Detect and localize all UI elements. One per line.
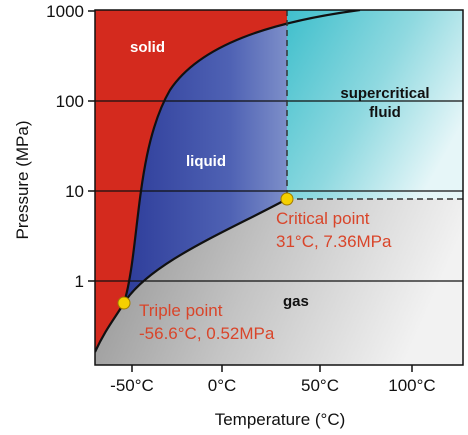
x-tick-label-100: 100°C: [388, 376, 435, 395]
liquid-region: [124, 10, 360, 303]
y-tick-label-10: 10: [65, 182, 84, 201]
vaporization-curve: [123, 198, 288, 304]
liquid-label: liquid: [186, 153, 226, 170]
x-axis-title: Temperature (°C): [215, 410, 346, 429]
y-tick-label-100: 100: [56, 92, 84, 111]
melting-curve: [122, 10, 361, 304]
triple-point-label: Triple point: [139, 301, 223, 320]
fluid-label: fluid: [369, 104, 401, 121]
critical-point-label: Critical point: [276, 209, 370, 228]
gas-label: gas: [283, 293, 309, 310]
critical-point-value: 31°C, 7.36MPa: [276, 232, 392, 251]
solid-label: solid: [130, 39, 165, 56]
supercritical-label: supercritical: [340, 85, 429, 102]
triple-point-marker: [117, 296, 131, 310]
plot-frame: [94, 9, 464, 366]
gas-region: [95, 199, 463, 365]
y-axis-title: Pressure (MPa): [13, 120, 32, 239]
supercritical-region: [287, 10, 463, 199]
y-tick-label-1: 1: [75, 272, 84, 291]
x-tick-label-0: 0°C: [208, 376, 237, 395]
triple-point-value: -56.6°C, 0.52MPa: [139, 324, 275, 343]
critical-point-marker: [280, 192, 294, 206]
x-tick-label-50: 50°C: [301, 376, 339, 395]
x-tick-label-minus-50: -50°C: [110, 376, 154, 395]
y-tick-label-1000: 1000: [46, 2, 84, 21]
